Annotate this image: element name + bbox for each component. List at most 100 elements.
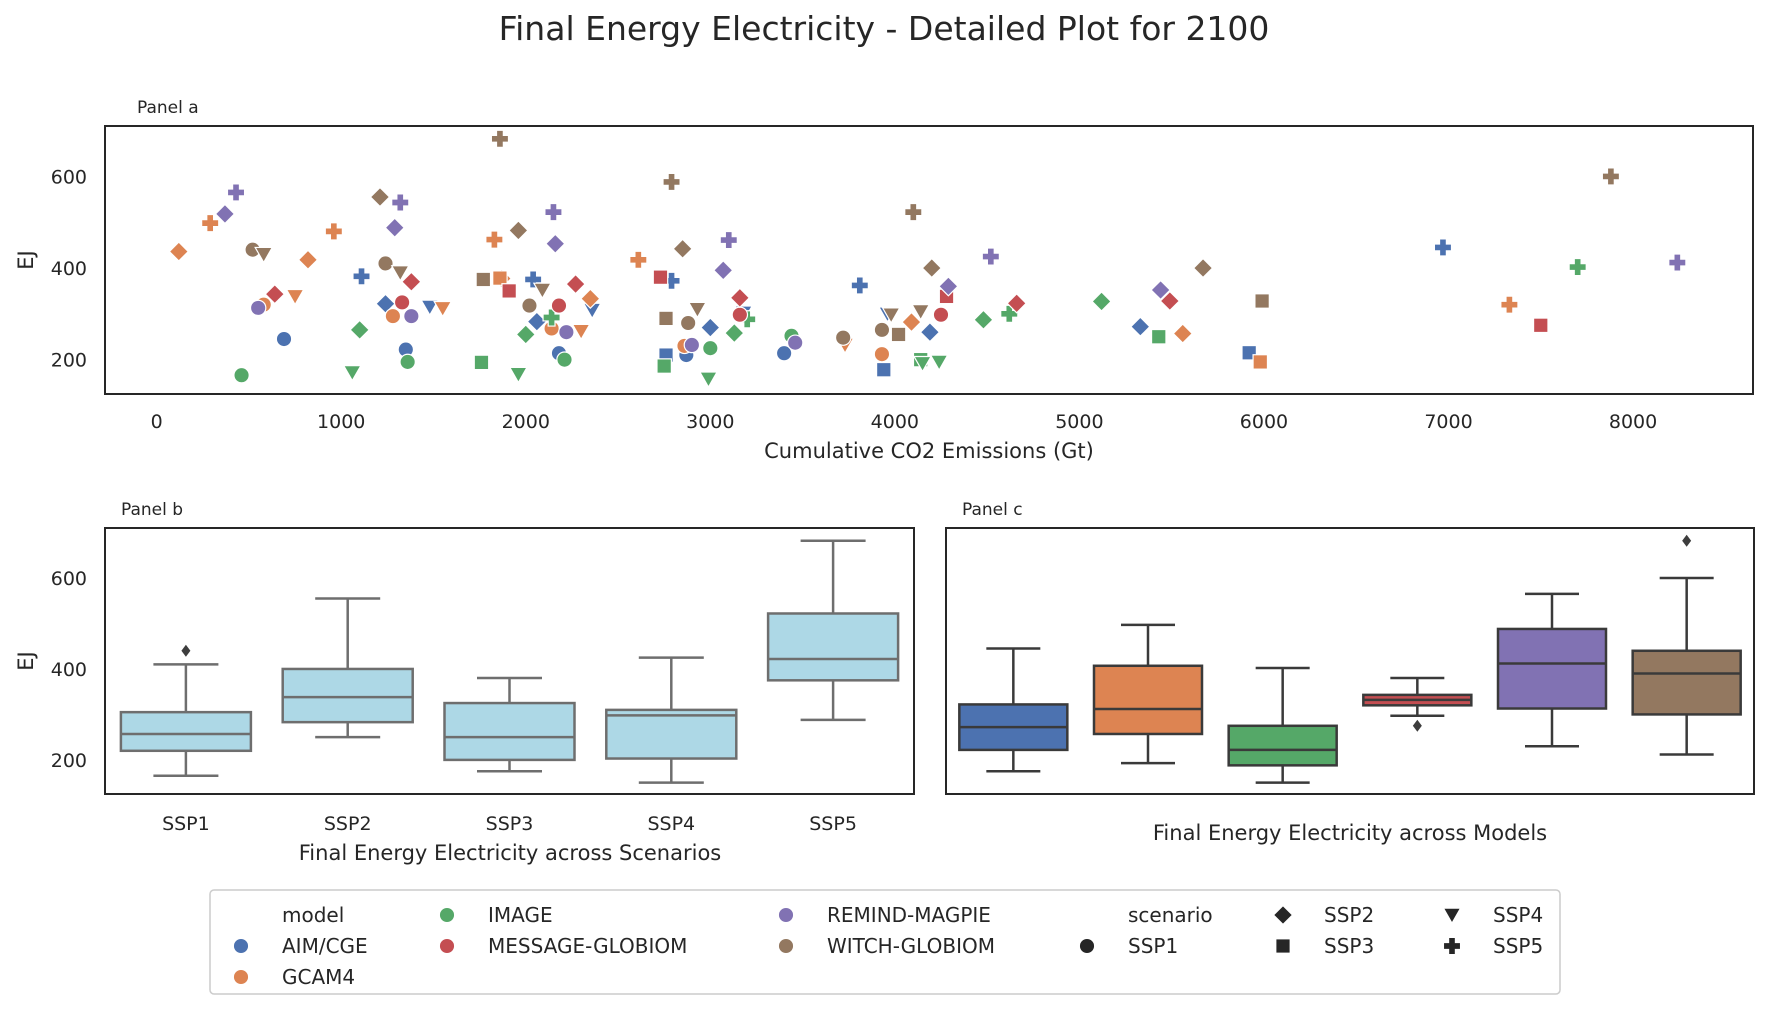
scatter-point-witch-globiom-ssp4 (390, 265, 410, 282)
scatter-point-remind-magpie-ssp1 (558, 323, 575, 341)
scatter-point-witch-globiom-ssp5 (1601, 167, 1621, 186)
panel-a-points (168, 129, 1687, 389)
panel-a-x-tick-label: 1000 (317, 411, 365, 433)
scatter-point-image-ssp2 (973, 309, 994, 331)
scatter-point-witch-globiom-ssp1 (679, 314, 697, 332)
scatter-point-image-ssp4 (912, 355, 933, 373)
scatter-point-witch-globiom-ssp2 (921, 257, 943, 279)
scatter-point-witch-globiom-ssp4 (881, 307, 901, 325)
outlier-point (1412, 719, 1422, 732)
scatter-point-image-ssp1 (702, 339, 719, 357)
scatter-point-message-globiom-ssp1 (932, 306, 950, 323)
scatter-point-message-globiom-ssp2 (401, 271, 422, 293)
panel-a-x-tick-label: 5000 (1055, 411, 1103, 433)
scatter-point-witch-globiom-ssp4 (254, 246, 274, 264)
scatter-point-gcam4-ssp2 (580, 288, 601, 310)
panel-a-y-tick-label: 200 (51, 350, 87, 372)
scatter-point-gcam4-ssp5 (1500, 295, 1519, 314)
legend-model-title: model (282, 903, 344, 927)
scatter-point-witch-globiom-ssp4 (911, 304, 931, 321)
panel-b-frame (104, 527, 915, 795)
panel-b: Panel b SSP1 SSP2 SSP3 SSP4 SSP5 200 400 600 F… (14, 500, 915, 865)
scatter-point-image-ssp4 (698, 371, 719, 389)
box-iqr (281, 667, 414, 724)
scatter-point-message-globiom-ssp1 (550, 297, 568, 314)
model-box-witch-globiom (1631, 534, 1742, 756)
panel-a-x-tick-label: 3000 (686, 411, 734, 433)
panel-a-y-label: EJ (14, 250, 38, 269)
scatter-point-aim-cge-ssp5 (850, 276, 869, 295)
scatter-point-image-ssp1 (233, 366, 250, 384)
legend-marker-ssp3 (1275, 938, 1291, 954)
scatter-point-witch-globiom-ssp2 (1192, 257, 1214, 279)
scatter-point-image-ssp5 (1000, 304, 1019, 323)
scatter-point-message-globiom-ssp3 (1532, 317, 1549, 334)
scatter-point-witch-globiom-ssp5 (490, 129, 510, 148)
scatter-point-image-ssp1 (399, 353, 416, 371)
scatter-point-gcam4-ssp2 (297, 249, 319, 271)
scatter-point-remind-magpie-ssp2 (1150, 279, 1171, 301)
scatter-point-message-globiom-ssp2 (264, 283, 286, 305)
legend-marker-ssp4 (1442, 907, 1462, 925)
panel-a-x-tick-label: 7000 (1424, 411, 1472, 433)
scatter-point-message-globiom-ssp2 (1159, 290, 1181, 312)
scenario-box-ssp5 (766, 539, 900, 722)
scatter-point-message-globiom-ssp2 (729, 287, 751, 309)
scatter-point-witch-globiom-ssp3 (658, 310, 674, 327)
model-box-image (1227, 666, 1338, 784)
scatter-point-witch-globiom-ssp3 (475, 271, 492, 288)
legend-marker-ssp5 (1442, 936, 1462, 956)
legend: model AIM/CGE GCAM4 IMAGE MESSAGE-GLOBIOM REM… (209, 889, 1561, 995)
panel-a-y-ticks: 200 400 600 (51, 166, 87, 371)
scatter-point-image-ssp4 (342, 365, 362, 382)
box-iqr (1631, 649, 1742, 716)
legend-label-image: IMAGE (488, 903, 553, 927)
legend-swatch-gcam4 (232, 968, 250, 986)
scatter-point-witch-globiom-ssp5 (662, 172, 681, 192)
scatter-point-witch-globiom-ssp1 (521, 297, 538, 314)
legend-swatch-aim-cge (232, 937, 250, 955)
panel-b-y-label: EJ (14, 651, 38, 670)
scatter-point-message-globiom-ssp2 (1006, 292, 1027, 314)
scatter-point-image-ssp5 (1568, 257, 1587, 277)
legend-label-ssp2: SSP2 (1324, 903, 1374, 927)
scatter-point-remind-magpie-ssp2 (544, 233, 566, 255)
scatter-point-aim-cge-ssp4 (420, 299, 440, 317)
scatter-point-gcam4-ssp3 (492, 270, 508, 286)
legend-items: model AIM/CGE GCAM4 IMAGE MESSAGE-GLOBIOM REM… (232, 903, 1543, 989)
panel-a-x-tick-label: 2000 (502, 411, 550, 433)
panel-a-x-tick-label: 0 (151, 411, 163, 433)
scatter-point-witch-globiom-ssp1 (873, 321, 891, 339)
panel-b-boxes (119, 539, 900, 784)
panel-b-y-tick-label: 400 (51, 659, 87, 681)
scatter-point-remind-magpie-ssp5 (391, 193, 410, 212)
legend-label-message-globiom: MESSAGE-GLOBIOM (488, 934, 687, 958)
scatter-point-aim-cge-ssp5 (352, 267, 371, 286)
scatter-point-gcam4-ssp1 (384, 307, 402, 325)
scatter-point-gcam4-ssp5 (629, 250, 648, 269)
legend-swatch-remind-magpie (777, 906, 795, 924)
scatter-point-message-globiom-ssp3 (652, 269, 669, 285)
panel-b-x-tick-label: SSP3 (486, 813, 534, 835)
scatter-point-gcam4-ssp2 (901, 311, 922, 333)
scatter-point-aim-cge-ssp3 (875, 361, 892, 378)
panel-a-y-tick-label: 600 (51, 166, 87, 188)
legend-swatch-message-globiom (438, 937, 456, 955)
legend-label-gcam4: GCAM4 (282, 965, 355, 989)
legend-swatch-witch-globiom (777, 937, 795, 955)
scatter-point-gcam4-ssp2 (168, 241, 190, 262)
scatter-point-message-globiom-ssp1 (731, 306, 749, 323)
scatter-point-remind-magpie-ssp1 (249, 299, 267, 317)
scatter-point-message-globiom-ssp3 (501, 283, 517, 299)
panel-b-y-ticks: 200 400 600 (51, 568, 87, 772)
panel-a-frame (104, 125, 1754, 395)
scatter-point-remind-magpie-ssp5 (1668, 253, 1687, 272)
scatter-point-aim-cge-ssp1 (275, 330, 293, 348)
scatter-point-remind-magpie-ssp5 (544, 202, 563, 222)
scatter-point-witch-globiom-ssp1 (377, 255, 394, 272)
scatter-point-gcam4-ssp5 (324, 222, 343, 241)
scatter-point-remind-magpie-ssp5 (226, 183, 246, 202)
legend-marker-ssp2 (1272, 904, 1294, 926)
figure-title: Final Energy Electricity - Detailed Plot… (499, 9, 1270, 48)
scatter-point-witch-globiom-ssp4 (687, 301, 707, 319)
